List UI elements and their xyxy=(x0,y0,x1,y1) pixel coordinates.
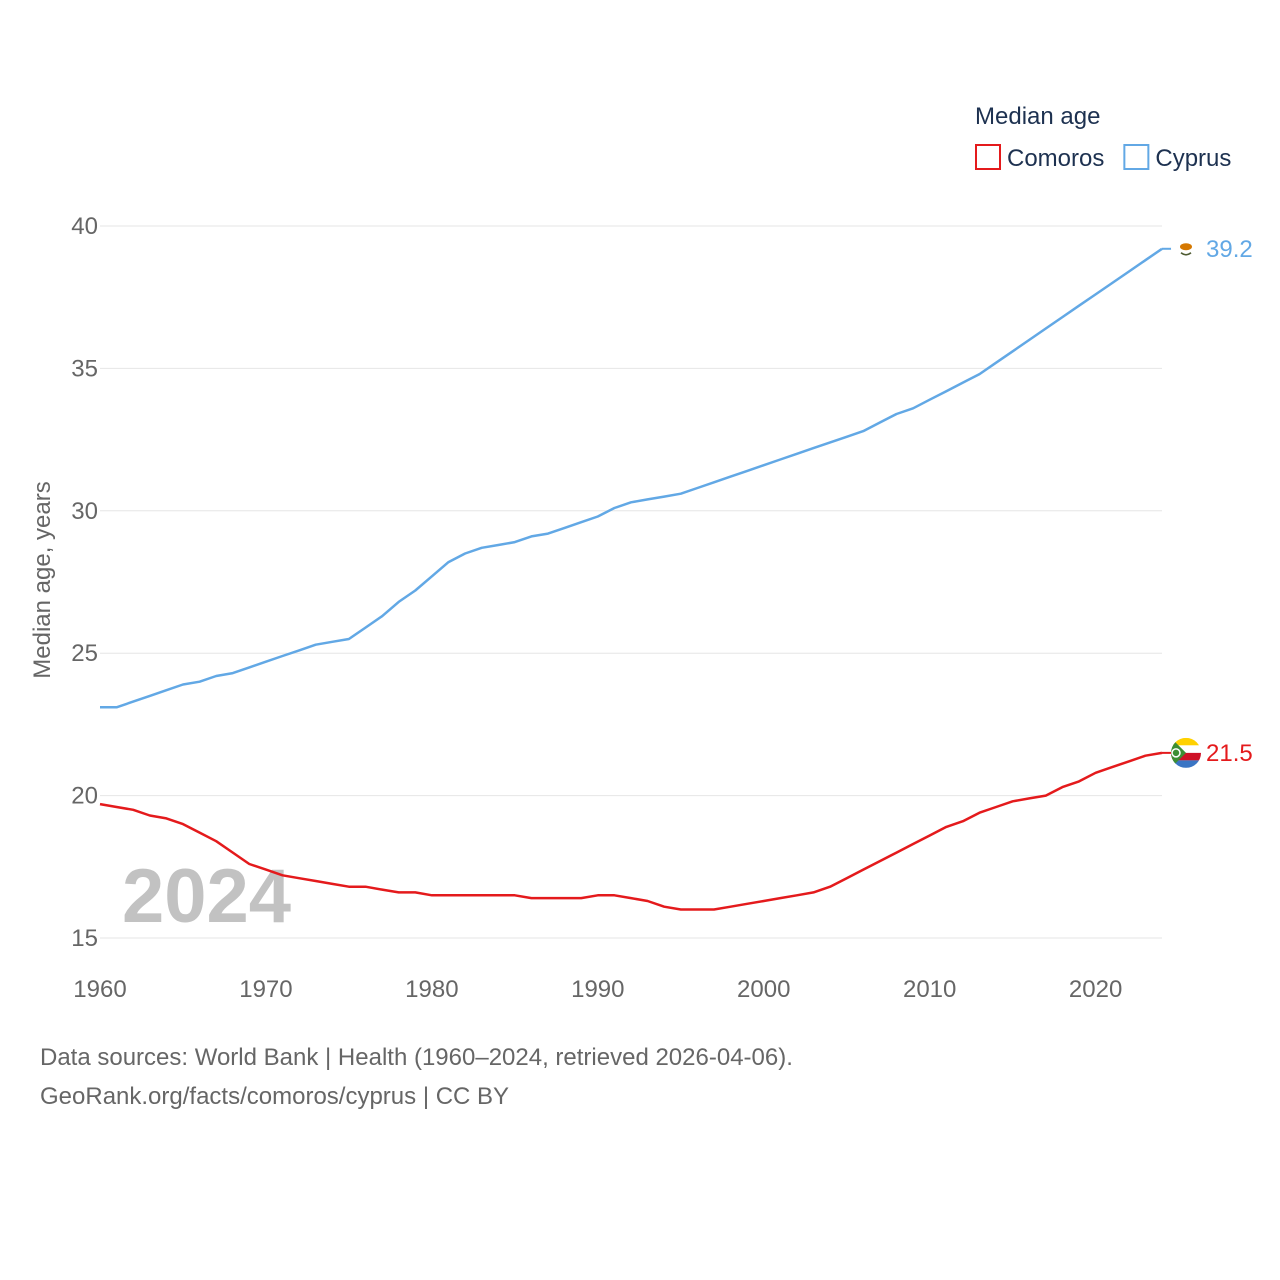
series-line-comoros xyxy=(99,751,1163,911)
source-url[interactable]: GeoRank.org/facts/comoros/cyprus | CC BY xyxy=(40,1083,510,1110)
y-tick-label: 20 xyxy=(71,783,98,810)
comoros-flag-icon xyxy=(1171,737,1201,768)
legend-swatch xyxy=(1123,144,1150,170)
y-tick-label: 15 xyxy=(71,925,98,952)
y-tick-label: 35 xyxy=(71,355,98,382)
end-label-comoros: 21.5 xyxy=(1206,740,1253,767)
legend-swatch xyxy=(975,144,1001,170)
x-tick-label: 1980 xyxy=(405,976,458,1003)
end-label-cyprus: 39.2 xyxy=(1206,236,1253,263)
data-sources-note: Data sources: World Bank | Health (1960–… xyxy=(40,1044,793,1071)
x-tick-label: 1990 xyxy=(571,976,624,1003)
legend: Comoros Cyprus xyxy=(975,144,1231,172)
line-chart: 15 20 25 30 35 40 1960 1970 1980 1990 2000 2010 202… xyxy=(29,103,1253,1003)
legend-item-cyprus[interactable]: Cyprus xyxy=(1123,144,1231,172)
year-watermark: 2024 xyxy=(122,854,291,939)
series-lines xyxy=(99,247,1163,911)
legend-title: Median age xyxy=(975,103,1100,130)
x-tick-label: 2000 xyxy=(737,976,790,1003)
x-tick-label: 1970 xyxy=(239,976,292,1003)
series-line-cyprus xyxy=(100,247,1163,709)
y-tick-label: 40 xyxy=(71,213,98,240)
y-tick-label: 30 xyxy=(71,498,98,525)
x-axis: 1960 1970 1980 1990 2000 2010 2020 xyxy=(73,976,1122,1003)
y-axis-label: Median age, years xyxy=(29,481,56,678)
y-axis: 15 20 25 30 35 40 xyxy=(71,213,98,952)
x-tick-label: 2010 xyxy=(903,976,956,1003)
x-tick-label: 2020 xyxy=(1069,976,1122,1003)
cyprus-flag-icon xyxy=(1171,233,1201,264)
end-labels: 21.5 39.2 xyxy=(1162,233,1253,768)
grid-lines xyxy=(100,225,1162,939)
legend-label: Cyprus xyxy=(1155,145,1231,172)
x-tick-label: 1960 xyxy=(73,976,126,1003)
legend-item-comoros[interactable]: Comoros xyxy=(975,144,1104,172)
legend-label: Comoros xyxy=(1007,145,1104,172)
y-tick-label: 25 xyxy=(71,640,98,667)
